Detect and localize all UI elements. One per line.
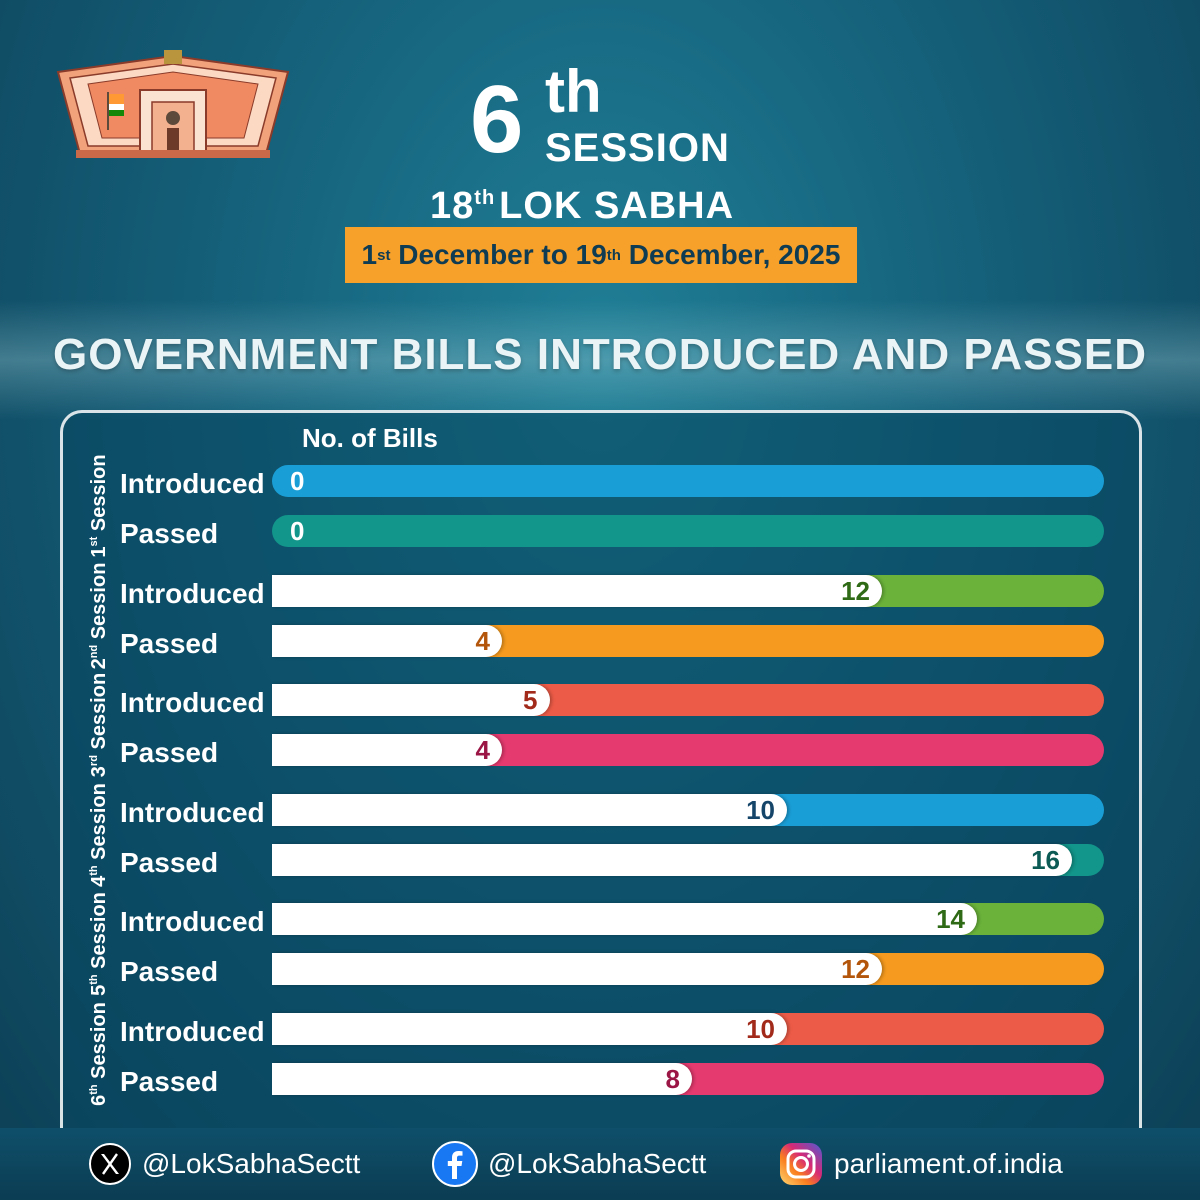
session-label-3: 3rd Session [80, 670, 110, 780]
data-label: 12 [841, 954, 870, 985]
session-suffix: th [88, 974, 100, 986]
facebook-link[interactable]: @LokSabhaSectt [432, 1140, 706, 1188]
x-link[interactable]: @LokSabhaSectt [88, 1140, 360, 1188]
session-label-2: 2nd Session [80, 561, 110, 671]
session-number: 6 [470, 66, 523, 173]
session-word: Session [88, 782, 110, 866]
bar-track: 5 [272, 684, 1104, 717]
facebook-handle: @LokSabhaSectt [488, 1148, 707, 1179]
bar-track: 4 [272, 624, 1104, 657]
background-band [0, 300, 1200, 420]
instagram-link[interactable]: parliament.of.india [778, 1140, 1063, 1188]
row-label: Passed [120, 846, 219, 878]
data-label: 0 [290, 466, 305, 496]
session-suffix: th [545, 58, 602, 125]
row-label: Passed [120, 956, 219, 988]
session-num: 4 [88, 875, 110, 887]
session-suffix: nd [88, 644, 100, 658]
bar-fill [272, 793, 787, 826]
bar-fill [272, 574, 882, 607]
row-label: Passed [120, 627, 219, 659]
lok-suffix: th [474, 187, 496, 209]
row-label: Passed [120, 1066, 219, 1097]
row-label: Passed [120, 737, 219, 769]
bar-track: 16 [272, 843, 1104, 876]
data-label: 10 [746, 1014, 775, 1044]
session-word: Session [88, 1002, 110, 1085]
bar-fill [272, 734, 502, 767]
data-label: 16 [1031, 844, 1060, 875]
bar-fill [272, 953, 882, 986]
session-suffix: rd [88, 755, 100, 767]
date-start-day: 1 [361, 239, 378, 270]
x-icon [89, 1143, 131, 1185]
data-label: 14 [936, 904, 965, 935]
bar-track: 4 [272, 734, 1104, 767]
session-suffix: th [88, 1084, 100, 1095]
session-word: Session [88, 673, 110, 756]
bar-track: 10 [272, 793, 1104, 826]
session-label-6: 6th Session [80, 999, 110, 1109]
date-start-suffix: st [377, 246, 391, 264]
session-num: 5 [88, 985, 110, 997]
data-label: 8 [665, 1064, 680, 1094]
date-start-rest: December to 19 [390, 239, 607, 270]
lok-text: LOK SABHA [499, 185, 735, 227]
data-label: 0 [290, 516, 305, 546]
session-num: 1 [88, 546, 110, 558]
data-label: 10 [746, 794, 775, 825]
bar-fill [272, 1063, 692, 1095]
date-end-rest: December, 2025 [620, 239, 841, 270]
bar-fill [272, 684, 550, 717]
x-axis-label: No. of Bills [302, 423, 438, 453]
session-num: 3 [88, 766, 110, 778]
row-label: Introduced [120, 1016, 265, 1047]
footer-bar [0, 1128, 1200, 1200]
parliament-logo [56, 50, 290, 158]
row-label: Passed [120, 518, 219, 549]
row-label: Introduced [120, 796, 265, 828]
bar-track: 0 [272, 515, 1104, 547]
bar-track: 12 [272, 574, 1104, 607]
bar-fill [272, 843, 1072, 876]
bar-track: 12 [272, 953, 1104, 986]
bar-fill [272, 903, 977, 936]
session-suffix: th [88, 865, 100, 876]
data-label: 12 [841, 575, 870, 606]
lok-sabha-title: 18th LOK SABHA [430, 178, 734, 226]
data-label: 5 [523, 685, 538, 716]
row-label: Introduced [120, 577, 265, 609]
session-word: Session [88, 892, 110, 975]
session-num: 2 [88, 657, 110, 670]
session-word: SESSION [545, 126, 730, 170]
instagram-handle: parliament.of.india [834, 1148, 1063, 1179]
bar-fill [272, 1013, 787, 1045]
lok-number: 18 [430, 185, 475, 227]
row-label: Introduced [120, 906, 265, 938]
x-handle: @LokSabhaSectt [142, 1148, 361, 1179]
instagram-icon [780, 1143, 822, 1185]
bar-track: 0 [272, 465, 1104, 497]
date-end-suffix: th [606, 246, 621, 264]
session-suffix: st [88, 536, 100, 547]
bar-track: 8 [272, 1063, 1104, 1095]
bar-track: 10 [272, 1013, 1104, 1045]
session-label-4: 4th Session [80, 780, 110, 890]
facebook-icon [432, 1141, 478, 1187]
data-label: 4 [475, 735, 490, 766]
bar-track: 14 [272, 903, 1104, 936]
session-label-1: 1st Session [80, 451, 110, 561]
session-word: Session [88, 454, 110, 537]
row-label: Introduced [120, 687, 265, 719]
session-num: 6 [88, 1094, 110, 1106]
bar-fill [272, 624, 502, 657]
session-word: Session [88, 562, 110, 645]
row-label: Introduced [120, 468, 265, 499]
session-label-5: 5th Session [80, 889, 110, 999]
data-label: 4 [475, 625, 490, 656]
chart-title: GOVERNMENT BILLS INTRODUCED AND PASSED [52, 330, 1148, 379]
